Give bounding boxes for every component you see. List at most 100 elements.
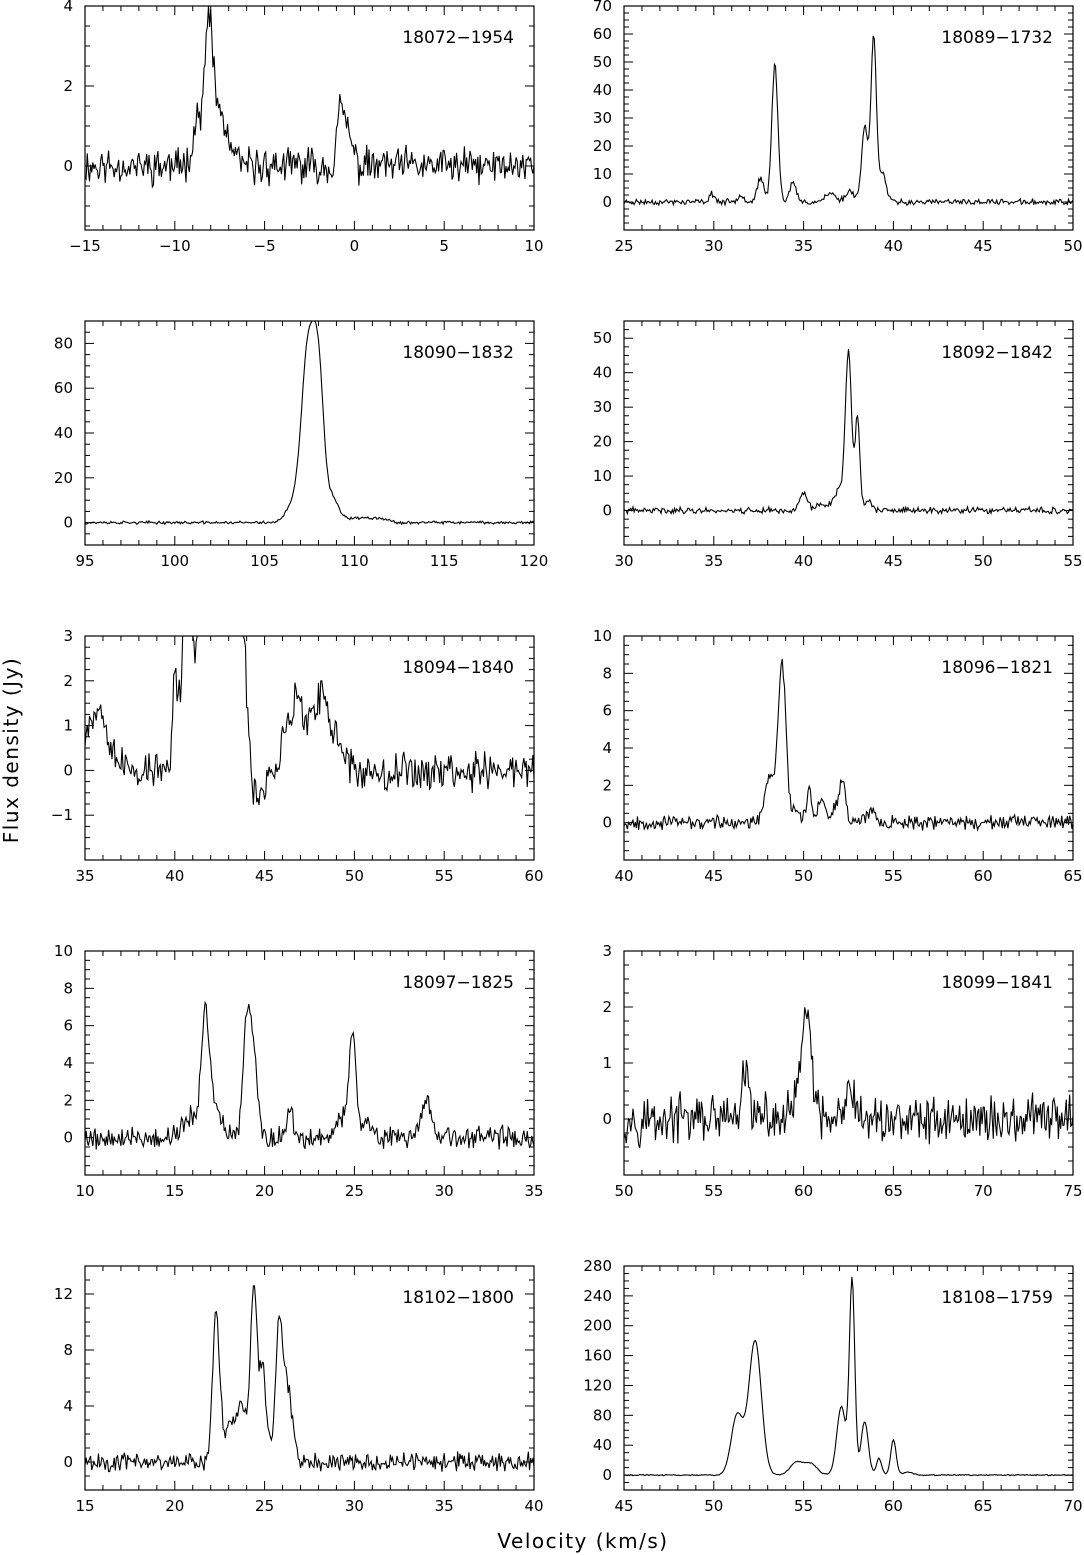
spectrum-panel: 35 40 45 50 55 60 −1 0 1 2 3 18094−1840 xyxy=(51,627,544,885)
x-tick-label: 45 xyxy=(255,867,274,885)
y-tick-label: 200 xyxy=(583,1317,612,1335)
y-tick-label: 40 xyxy=(593,1436,612,1454)
y-tick-label: 10 xyxy=(593,627,612,645)
x-tick-label: 55 xyxy=(1063,552,1082,570)
source-label: 18089−1732 xyxy=(941,28,1053,48)
y-tick-label: 50 xyxy=(593,329,612,347)
spectrum-panel: 95 100 105 110 115 120 0 20 40 60 80 18090−1832 xyxy=(54,320,549,570)
source-label: 18072−1954 xyxy=(402,28,514,48)
x-tick-label: 10 xyxy=(524,237,543,255)
x-tick-label: 35 xyxy=(794,237,813,255)
x-tick-label: 30 xyxy=(345,1497,364,1515)
x-tick-label: 60 xyxy=(884,1497,903,1515)
y-tick-label: 2 xyxy=(602,776,612,794)
y-tick-label: 0 xyxy=(63,157,73,175)
source-label: 18096−1821 xyxy=(941,658,1053,678)
x-tick-label: 30 xyxy=(614,552,633,570)
y-tick-label: 50 xyxy=(593,53,612,71)
x-tick-label: 40 xyxy=(614,867,633,885)
x-tick-label: 100 xyxy=(160,552,189,570)
x-tick-label: 0 xyxy=(350,237,360,255)
x-tick-label: 35 xyxy=(704,552,723,570)
spectrum-panel: 30 35 40 45 50 55 0 10 20 30 40 50 18092−1842 xyxy=(593,320,1083,570)
plot-frame xyxy=(84,5,535,231)
y-tick-label: 40 xyxy=(593,364,612,382)
y-tick-label: 6 xyxy=(602,702,612,720)
spectrum-panel: 50 55 60 65 70 75 0 1 2 3 18099−1841 xyxy=(602,942,1082,1200)
spectrum-panel: −15 −10 −5 0 5 10 0 2 4 18072−1954 xyxy=(63,0,543,255)
y-tick-label: 8 xyxy=(63,1341,73,1359)
y-tick-label: 4 xyxy=(63,1054,73,1072)
y-tick-label: 0 xyxy=(63,514,73,532)
x-tick-label: 50 xyxy=(345,867,364,885)
y-tick-label: 0 xyxy=(602,1110,612,1128)
y-tick-label: 30 xyxy=(593,109,612,127)
y-tick-label: 120 xyxy=(583,1376,612,1394)
x-tick-label: 30 xyxy=(704,237,723,255)
y-tick-label: 2 xyxy=(602,998,612,1016)
y-tick-label: 40 xyxy=(54,424,73,442)
x-tick-label: 95 xyxy=(75,552,94,570)
y-tick-label: 4 xyxy=(63,1397,73,1415)
spectrum-panel: 40 45 50 55 60 65 0 2 4 6 8 10 18096−1821 xyxy=(593,627,1083,885)
y-tick-label: 0 xyxy=(602,1466,612,1484)
spectrum-line xyxy=(623,349,1074,516)
x-tick-label: 70 xyxy=(974,1182,993,1200)
y-tick-label: 3 xyxy=(602,942,612,960)
spectrum-line xyxy=(84,1285,535,1473)
y-tick-label: 70 xyxy=(593,0,612,15)
x-tick-label: 15 xyxy=(75,1497,94,1515)
y-tick-label: 4 xyxy=(602,739,612,757)
y-tick-label: 0 xyxy=(63,1129,73,1147)
spectrum-panel: 45 50 55 60 65 70 0 40 80 120 160 200 240 280 18108−17… xyxy=(583,1257,1082,1515)
y-tick-label: 80 xyxy=(593,1406,612,1424)
x-tick-label: 20 xyxy=(165,1497,184,1515)
x-tick-label: 55 xyxy=(704,1182,723,1200)
y-tick-label: 2 xyxy=(63,1091,73,1109)
x-tick-label: −5 xyxy=(254,237,276,255)
x-tick-label: 60 xyxy=(524,867,543,885)
x-tick-label: 40 xyxy=(794,552,813,570)
spectrum-line xyxy=(84,1000,535,1150)
source-label: 18094−1840 xyxy=(402,658,514,678)
x-tick-label: 40 xyxy=(165,867,184,885)
x-tick-label: 15 xyxy=(165,1182,184,1200)
y-tick-label: −1 xyxy=(51,806,73,824)
spectrum-panel: 25 30 35 40 45 50 0 10 20 30 40 50 60 70 18089−1732 xyxy=(593,0,1083,255)
y-tick-label: 2 xyxy=(63,77,73,95)
x-tick-label: 25 xyxy=(345,1182,364,1200)
x-tick-label: 40 xyxy=(524,1497,543,1515)
x-tick-label: 115 xyxy=(430,552,459,570)
x-tick-label: 50 xyxy=(1063,237,1082,255)
x-tick-label: 25 xyxy=(614,237,633,255)
y-tick-label: 8 xyxy=(602,664,612,682)
x-tick-label: 75 xyxy=(1063,1182,1082,1200)
y-tick-label: 4 xyxy=(63,0,73,15)
x-tick-label: 35 xyxy=(435,1497,454,1515)
source-label: 18099−1841 xyxy=(941,973,1053,993)
y-tick-label: 6 xyxy=(63,1017,73,1035)
y-tick-label: 0 xyxy=(63,1453,73,1471)
y-tick-label: 60 xyxy=(593,25,612,43)
y-tick-label: 10 xyxy=(54,942,73,960)
x-tick-label: 60 xyxy=(974,867,993,885)
x-tick-label: 50 xyxy=(794,867,813,885)
x-tick-label: 45 xyxy=(704,867,723,885)
y-tick-label: 3 xyxy=(63,627,73,645)
spectrum-line xyxy=(623,1007,1074,1149)
x-tick-label: 110 xyxy=(340,552,369,570)
y-tick-label: 10 xyxy=(593,467,612,485)
y-axis-label: Flux density (Jy) xyxy=(0,657,23,843)
x-tick-label: 30 xyxy=(435,1182,454,1200)
source-label: 18097−1825 xyxy=(402,973,514,993)
x-tick-label: 55 xyxy=(884,867,903,885)
y-tick-label: 0 xyxy=(602,193,612,211)
source-label: 18102−1800 xyxy=(402,1288,514,1308)
spectrum-panel: 10 15 20 25 30 35 0 2 4 6 8 10 18097−1825 xyxy=(54,942,544,1200)
y-tick-label: 40 xyxy=(593,81,612,99)
x-tick-label: 105 xyxy=(250,552,279,570)
x-tick-label: 120 xyxy=(520,552,549,570)
x-tick-label: 5 xyxy=(439,237,449,255)
